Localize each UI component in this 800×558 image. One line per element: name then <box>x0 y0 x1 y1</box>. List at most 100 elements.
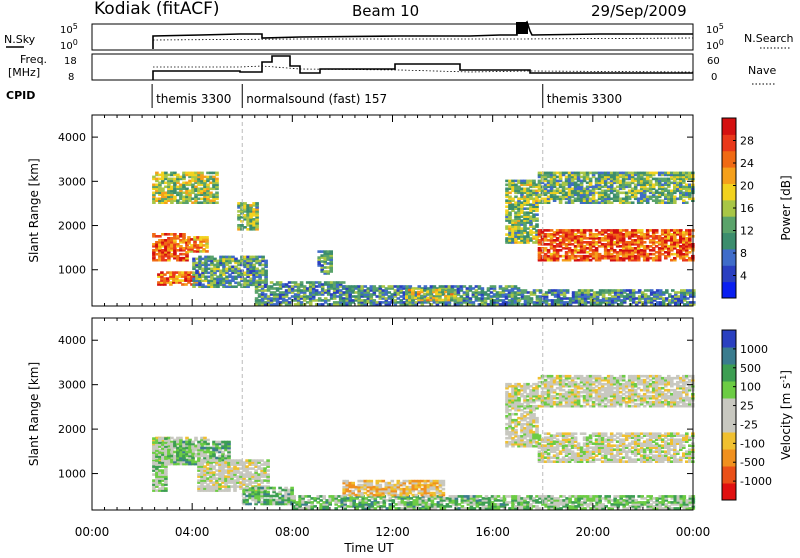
data-cell <box>194 437 198 440</box>
data-cell <box>179 453 183 456</box>
data-cell <box>179 176 183 179</box>
data-cell <box>601 186 605 189</box>
data-cell <box>215 192 219 195</box>
data-cell <box>342 281 346 284</box>
data-cell <box>179 201 183 204</box>
data-cell <box>322 495 326 498</box>
data-cell <box>662 291 666 294</box>
data-cell <box>301 495 305 498</box>
data-cell <box>640 229 644 232</box>
y-tick-label: 1000 <box>58 264 86 277</box>
data-cell <box>300 289 304 292</box>
data-cell <box>290 487 294 490</box>
data-cell <box>300 301 304 304</box>
date-title: 29/Sep/2009 <box>591 2 687 20</box>
data-cell <box>601 243 605 246</box>
data-cell <box>661 199 665 202</box>
data-cell <box>493 285 497 288</box>
data-cell <box>661 253 665 256</box>
data-cell <box>643 241 647 244</box>
data-cell <box>329 250 333 253</box>
data-cell <box>200 172 204 175</box>
data-cell <box>662 297 666 300</box>
data-cell <box>685 201 689 204</box>
data-cell <box>266 469 270 472</box>
data-cell <box>179 239 183 242</box>
noise-tick-right-top: 105 <box>706 22 724 36</box>
cpid-label: CPID <box>6 89 35 102</box>
data-cell <box>535 217 539 220</box>
data-cell <box>266 459 270 462</box>
data-cell <box>215 172 219 175</box>
cpid-mode-label: normalsound (fast) 157 <box>246 92 387 106</box>
y-tick-label: 4000 <box>58 131 86 144</box>
data-cell <box>589 229 593 232</box>
data-cell <box>542 293 546 296</box>
data-cell <box>205 250 209 253</box>
data-cell <box>360 285 364 288</box>
data-cell <box>248 503 252 506</box>
data-cell <box>181 283 185 286</box>
data-cell <box>227 441 231 444</box>
data-cell <box>602 289 606 292</box>
data-cell <box>179 441 183 444</box>
data-cell <box>453 295 457 298</box>
y-tick-label: 2000 <box>58 220 86 233</box>
data-cell <box>182 233 186 236</box>
data-cell <box>535 223 539 226</box>
cpid-mode-label: themis 3300 <box>156 92 231 106</box>
data-cell <box>179 245 183 248</box>
nsky-trace <box>153 22 693 49</box>
data-cell <box>661 229 665 232</box>
freq-label-line1: Freq. <box>20 53 47 66</box>
data-cell <box>179 253 183 256</box>
data-cell <box>261 256 265 259</box>
data-cell <box>264 270 268 273</box>
data-cell <box>655 229 659 232</box>
nave-tick-bottom: 0 <box>711 72 717 83</box>
nsearch-trace <box>153 38 693 40</box>
data-cell <box>266 473 270 476</box>
data-cell <box>601 172 605 175</box>
data-cell <box>420 289 424 292</box>
data-cell <box>255 202 259 205</box>
freq-tick-bottom: 8 <box>68 72 74 83</box>
data-cell <box>661 178 665 181</box>
data-cell <box>264 281 268 284</box>
data-cell <box>181 271 185 274</box>
data-cell <box>539 289 543 292</box>
data-cell <box>179 184 183 187</box>
data-cell <box>164 487 168 490</box>
noise-burst <box>516 22 528 34</box>
data-cell <box>601 229 605 232</box>
data-cell <box>240 224 244 227</box>
data-cell <box>535 213 539 216</box>
y-tick-label: 3000 <box>58 175 86 188</box>
noise-panel-frame <box>92 24 693 50</box>
data-cell <box>601 237 605 240</box>
data-cell <box>530 297 534 300</box>
data-cell <box>665 289 669 292</box>
data-cell <box>566 289 570 292</box>
data-cell <box>264 260 268 263</box>
data-cell <box>215 201 219 204</box>
nsky-label: N.Sky <box>4 33 36 46</box>
data-cell <box>164 437 168 440</box>
freq-trace <box>153 56 693 80</box>
freq-label-line2: [MHz] <box>8 66 40 79</box>
data-cell <box>179 257 183 260</box>
data-cell <box>266 491 270 494</box>
data-cell <box>453 289 457 292</box>
station-title: Kodiak (fitACF) <box>94 0 220 19</box>
data-cell <box>300 281 304 284</box>
data-cell <box>272 487 276 490</box>
nave-tick-top: 60 <box>707 56 720 67</box>
data-cell <box>532 180 536 183</box>
y-axis-title: Slant Range [km] <box>27 158 41 262</box>
data-cell <box>631 201 635 204</box>
data-cell <box>181 279 185 282</box>
data-cell <box>206 443 210 446</box>
data-cell <box>601 190 605 193</box>
data-cell <box>179 437 183 440</box>
